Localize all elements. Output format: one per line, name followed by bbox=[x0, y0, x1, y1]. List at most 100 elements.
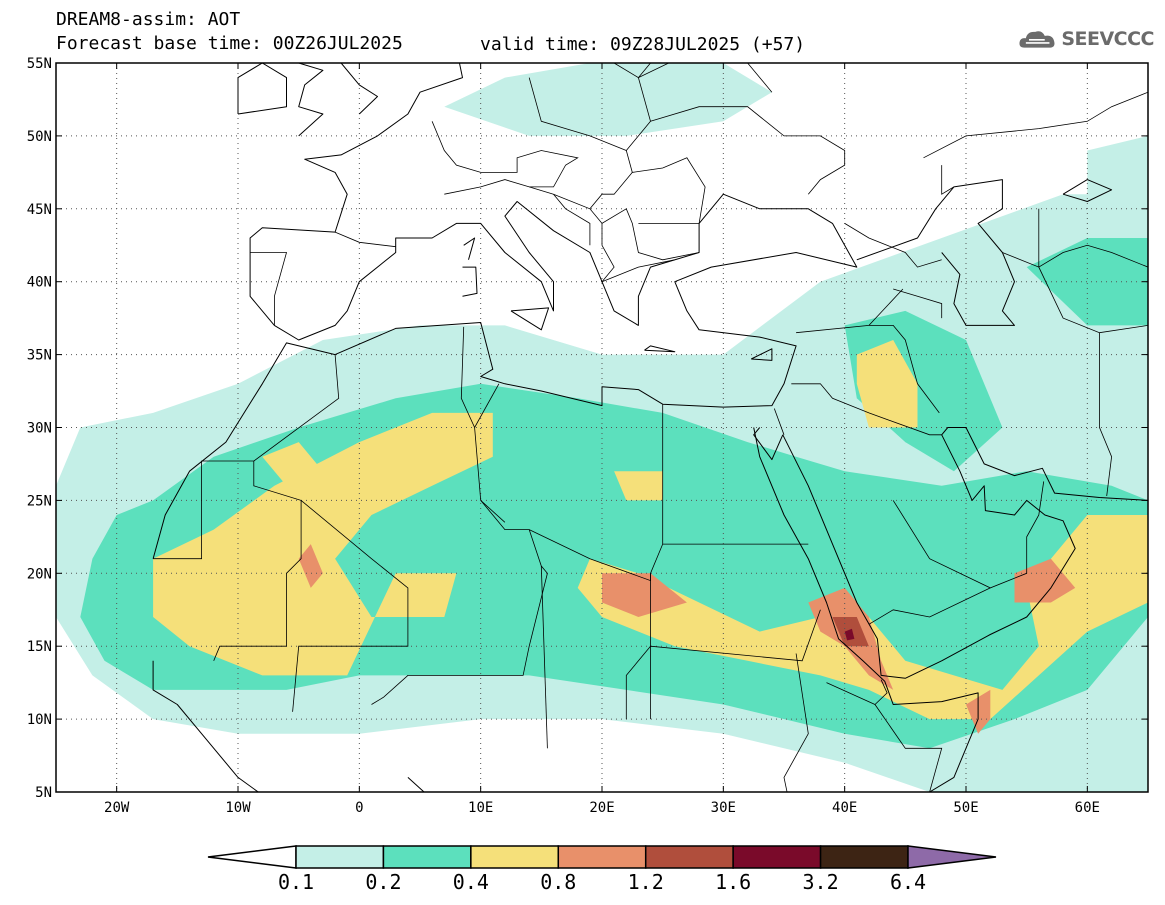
valid-time-label: valid time: 09Z28JUL2025 (+57) bbox=[480, 34, 806, 55]
dust-region-level-3 bbox=[856, 340, 918, 428]
lon-tick-label: 60E bbox=[1075, 800, 1100, 816]
lat-tick-label: 50N bbox=[27, 129, 52, 145]
country-border bbox=[783, 653, 809, 792]
border-layer bbox=[153, 63, 1148, 792]
lon-tick-label: 50E bbox=[953, 800, 978, 816]
colorbar-arrow-low bbox=[207, 845, 297, 869]
dust-region-level-1 bbox=[444, 63, 772, 136]
country-border bbox=[893, 288, 943, 319]
coastline bbox=[463, 237, 476, 260]
country-border bbox=[923, 91, 1148, 159]
country-border bbox=[625, 573, 651, 720]
lat-tick-label: 55N bbox=[27, 56, 52, 72]
colorbar-swatch bbox=[732, 845, 822, 869]
colorbar-label: 0.2 bbox=[365, 870, 401, 894]
lat-tick-label: 40N bbox=[27, 275, 52, 291]
country-border bbox=[431, 121, 579, 195]
coastline bbox=[407, 777, 425, 792]
coastline bbox=[753, 427, 784, 461]
colorbar-label: 0.4 bbox=[453, 870, 489, 894]
country-border bbox=[1002, 244, 1148, 268]
colorbar-swatch bbox=[382, 845, 472, 869]
country-border bbox=[874, 679, 943, 792]
country-border bbox=[589, 172, 633, 210]
coastline bbox=[462, 266, 478, 297]
dust-region-level-2 bbox=[1026, 238, 1148, 326]
dust-region-level-4 bbox=[1014, 558, 1076, 603]
colorbar-swatch bbox=[557, 845, 647, 869]
dust-region-level-4 bbox=[298, 544, 323, 588]
lon-tick-label: 40E bbox=[832, 800, 857, 816]
country-border bbox=[601, 223, 675, 283]
country-border bbox=[540, 565, 548, 749]
country-border bbox=[1099, 332, 1113, 497]
country-border bbox=[626, 63, 652, 78]
grid-layer bbox=[56, 63, 1148, 792]
coastline bbox=[340, 63, 378, 115]
country-border bbox=[529, 186, 700, 261]
axis-ticks: 55N 50N 45N 40N 35N 30N 25N 20N 15N 10N 5N 20W 10W 0 1… bbox=[27, 56, 1148, 816]
country-border bbox=[480, 500, 506, 523]
lon-tick-label: 10E bbox=[468, 800, 493, 816]
country-border bbox=[868, 587, 991, 625]
colorbar-swatch bbox=[295, 845, 385, 869]
country-border bbox=[334, 231, 396, 248]
lat-tick-label: 45N bbox=[27, 202, 52, 218]
coastline bbox=[782, 427, 1148, 679]
lat-tick-label: 5N bbox=[35, 785, 52, 801]
colorbar: 0.1 0.2 0.4 0.8 1.2 1.6 3.2 6.4 bbox=[207, 845, 997, 894]
lon-tick-label: 20W bbox=[104, 800, 130, 816]
lon-tick-label: 30E bbox=[711, 800, 736, 816]
country-border bbox=[650, 609, 821, 720]
country-border bbox=[941, 165, 955, 195]
country-border bbox=[250, 252, 288, 326]
country-border bbox=[791, 383, 942, 436]
dust-region-level-1 bbox=[1087, 135, 1148, 238]
lon-tick-label: 0 bbox=[355, 800, 363, 816]
coastline bbox=[237, 63, 287, 115]
country-border bbox=[213, 461, 302, 661]
colorbar-label: 0.1 bbox=[278, 870, 314, 894]
coastline bbox=[298, 63, 324, 137]
lat-tick-label: 20N bbox=[27, 566, 52, 582]
country-border bbox=[371, 326, 548, 705]
country-border bbox=[892, 481, 1045, 589]
colorbar-swatch bbox=[644, 845, 734, 869]
country-border bbox=[826, 682, 876, 705]
chart-title-line2: Forecast base time: 00Z26JUL2025 bbox=[56, 33, 403, 54]
lon-tick-label: 20E bbox=[589, 800, 614, 816]
lat-tick-label: 35N bbox=[27, 348, 52, 364]
colorbar-swatch bbox=[470, 845, 560, 869]
colorbar-arrow-high bbox=[907, 845, 997, 869]
country-border bbox=[796, 288, 904, 334]
coastline bbox=[750, 348, 773, 361]
country-border bbox=[650, 106, 846, 195]
country-border bbox=[153, 460, 254, 560]
colorbar-label: 3.2 bbox=[803, 870, 839, 894]
coastline bbox=[1062, 179, 1113, 202]
dust-region-level-3 bbox=[614, 471, 663, 501]
coastline-layer bbox=[152, 63, 1148, 792]
colorbar-label: 1.6 bbox=[715, 870, 751, 894]
country-border bbox=[1038, 208, 1148, 334]
country-border bbox=[474, 383, 500, 428]
country-border bbox=[638, 63, 773, 93]
country-border bbox=[253, 354, 340, 462]
lon-tick-label: 10W bbox=[225, 800, 251, 816]
lat-tick-label: 10N bbox=[27, 712, 52, 728]
colorbar-label: 0.8 bbox=[540, 870, 576, 894]
colorbar-label: 1.2 bbox=[628, 870, 664, 894]
lat-tick-label: 30N bbox=[27, 421, 52, 437]
coastline bbox=[644, 345, 676, 353]
dust-region-level-4 bbox=[602, 573, 687, 617]
coastline bbox=[152, 660, 260, 792]
chart-title-line1: DREAM8-assim: AOT bbox=[56, 9, 241, 30]
logo-text: SEEVCCC bbox=[1061, 28, 1154, 50]
country-border bbox=[773, 408, 785, 435]
colorbar-label: 6.4 bbox=[890, 870, 926, 894]
coastline bbox=[753, 427, 979, 792]
dust-region-level-3 bbox=[262, 442, 323, 486]
country-border bbox=[844, 223, 942, 268]
lat-tick-label: 15N bbox=[27, 639, 52, 655]
cloud-logo-icon bbox=[1019, 31, 1055, 48]
